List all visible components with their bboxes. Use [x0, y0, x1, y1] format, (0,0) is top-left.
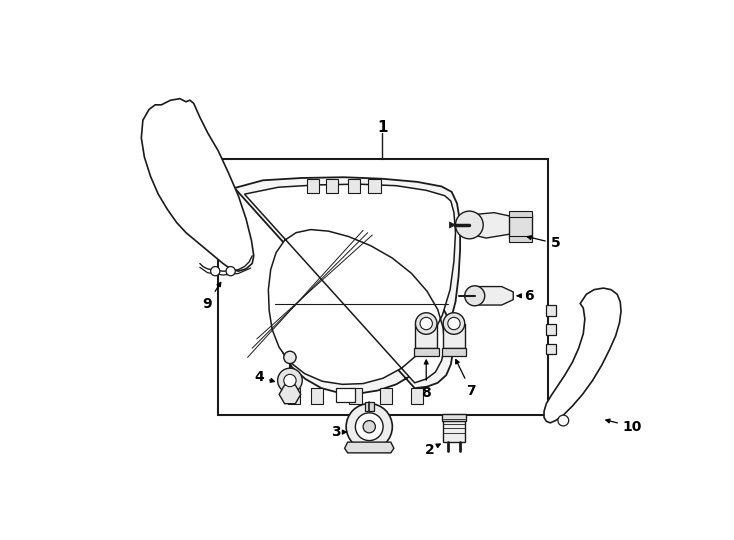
- Bar: [442, 348, 466, 356]
- Text: 7: 7: [456, 360, 476, 397]
- Text: 2: 2: [424, 443, 440, 457]
- Circle shape: [420, 318, 432, 330]
- Bar: [411, 388, 423, 403]
- Circle shape: [415, 313, 437, 334]
- Circle shape: [226, 267, 236, 276]
- Text: 9: 9: [203, 282, 221, 310]
- Polygon shape: [234, 177, 460, 394]
- Bar: [509, 211, 532, 217]
- Circle shape: [277, 368, 302, 393]
- Circle shape: [284, 351, 296, 363]
- Bar: [365, 402, 374, 411]
- Bar: [545, 305, 556, 316]
- Bar: [218, 159, 548, 415]
- Bar: [443, 419, 465, 442]
- Bar: [349, 388, 362, 403]
- Bar: [509, 215, 532, 238]
- Polygon shape: [142, 99, 254, 271]
- Circle shape: [355, 413, 383, 441]
- Bar: [414, 348, 438, 356]
- Text: 6: 6: [517, 289, 534, 303]
- Text: 1: 1: [377, 120, 388, 136]
- Bar: [348, 179, 360, 193]
- Bar: [310, 388, 323, 403]
- Polygon shape: [443, 323, 465, 348]
- Polygon shape: [415, 323, 437, 348]
- Circle shape: [558, 415, 569, 426]
- Bar: [545, 325, 556, 335]
- Bar: [326, 179, 338, 193]
- Circle shape: [465, 286, 484, 306]
- Polygon shape: [469, 213, 521, 238]
- Polygon shape: [244, 184, 456, 384]
- Polygon shape: [449, 222, 456, 228]
- Bar: [442, 414, 466, 421]
- Text: 5: 5: [527, 236, 561, 251]
- Bar: [509, 236, 532, 242]
- Circle shape: [363, 421, 375, 433]
- Text: 10: 10: [606, 419, 642, 434]
- Bar: [545, 343, 556, 354]
- Bar: [288, 388, 300, 403]
- Circle shape: [211, 267, 220, 276]
- Bar: [380, 388, 393, 403]
- Circle shape: [346, 403, 393, 450]
- Text: 4: 4: [254, 370, 275, 383]
- Text: 8: 8: [421, 360, 431, 400]
- Bar: [307, 179, 319, 193]
- Bar: [368, 179, 381, 193]
- Circle shape: [443, 313, 465, 334]
- Polygon shape: [344, 442, 394, 453]
- Polygon shape: [544, 288, 621, 423]
- Circle shape: [456, 211, 483, 239]
- Text: 3: 3: [331, 425, 346, 439]
- Circle shape: [284, 374, 296, 387]
- Polygon shape: [475, 287, 513, 305]
- Bar: [336, 388, 355, 402]
- Circle shape: [448, 318, 460, 330]
